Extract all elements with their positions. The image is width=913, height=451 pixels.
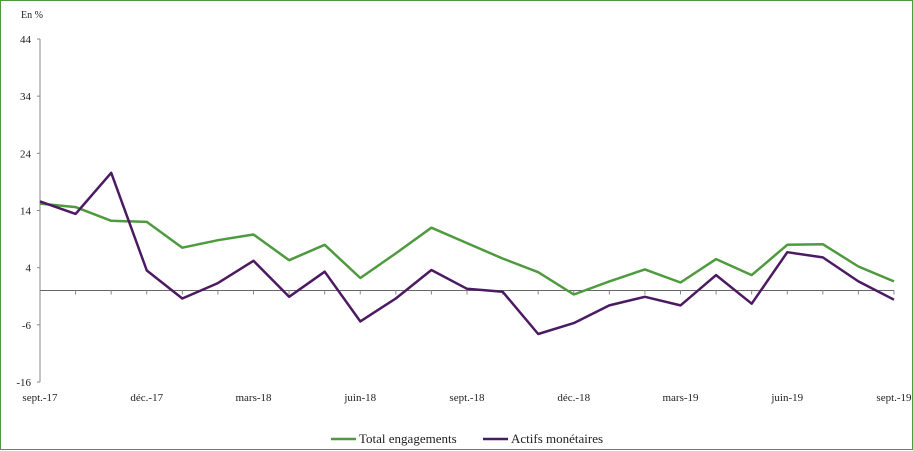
x-tick-label: juin-19 xyxy=(770,392,803,404)
x-tick-label: juin-18 xyxy=(343,392,376,404)
y-tick-label: 24 xyxy=(20,148,32,160)
x-tick-label: déc.-17 xyxy=(130,392,163,404)
y-tick-label: -16 xyxy=(16,377,31,389)
x-tick-label: sept.-18 xyxy=(449,392,485,404)
legend: Total engagements Actifs monétaires xyxy=(331,431,603,446)
legend-label-1: Total engagements xyxy=(359,431,457,446)
y-tick-label: -6 xyxy=(22,320,32,332)
y-tick-label: 4 xyxy=(26,263,32,275)
x-tick-label: mars-19 xyxy=(662,392,699,404)
series-layer xyxy=(39,171,895,336)
legend-label-2: Actifs monétaires xyxy=(511,431,603,446)
series-line-2 xyxy=(39,171,895,336)
x-tick-label: mars-18 xyxy=(235,392,272,404)
x-tick-label: sept.-17 xyxy=(22,392,58,404)
x-tick-label: déc.-18 xyxy=(557,392,590,404)
labels: -16 -6 4 14 24 34 44 sept.-17 déc.-17 mars-18 juin… xyxy=(16,10,912,404)
y-tick-label: 44 xyxy=(20,34,32,46)
series-line-1 xyxy=(39,202,895,296)
y-tick-label: 14 xyxy=(20,206,32,218)
y-tick-label: 34 xyxy=(20,91,32,103)
x-tick-label: sept.-19 xyxy=(876,392,912,404)
unit-label: En % xyxy=(21,10,43,21)
axes xyxy=(37,38,895,383)
